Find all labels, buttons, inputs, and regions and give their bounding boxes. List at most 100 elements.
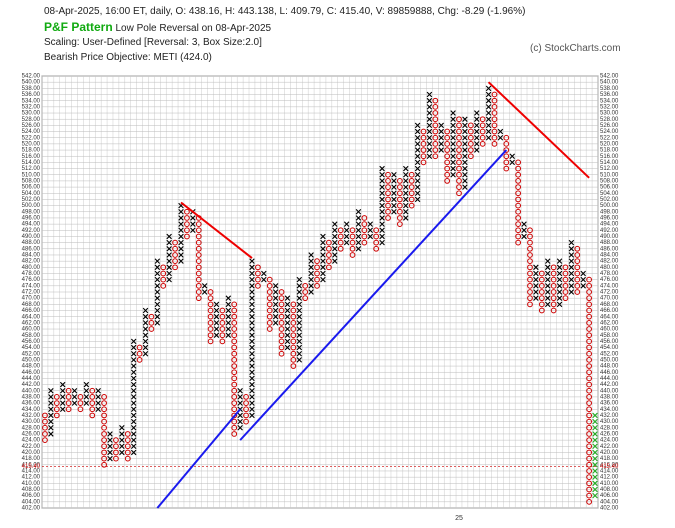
o-box	[562, 289, 569, 295]
o-box	[586, 357, 592, 363]
pnf-column	[326, 239, 332, 271]
pnf-column	[107, 431, 113, 462]
x-box	[142, 350, 149, 357]
pnf-column	[408, 171, 415, 209]
o-box	[586, 295, 592, 302]
x-box	[391, 184, 397, 190]
o-box	[266, 307, 273, 314]
o-box	[172, 264, 178, 271]
x-box	[462, 122, 468, 129]
o-box	[396, 221, 403, 227]
o-box	[314, 264, 320, 271]
o-box	[101, 431, 107, 437]
x-box	[296, 295, 303, 301]
o-box	[574, 282, 581, 289]
x-box	[343, 221, 350, 227]
y-tick-label-right: 518.00	[600, 148, 619, 154]
o-box	[195, 258, 202, 265]
o-box	[574, 289, 581, 295]
o-box	[385, 178, 391, 184]
x-box	[367, 227, 374, 234]
y-tick-label-right: 490.00	[600, 234, 619, 240]
x-box	[473, 116, 480, 122]
x-box	[154, 258, 161, 264]
o-box	[266, 276, 273, 283]
o-box	[432, 110, 439, 116]
y-tick-label-right: 520.00	[600, 141, 619, 147]
x-box	[450, 110, 456, 116]
o-box	[586, 344, 592, 351]
pnf-column	[314, 258, 320, 289]
o-box	[550, 295, 557, 302]
pnf-column	[124, 431, 131, 462]
o-box	[136, 357, 143, 363]
o-box	[207, 301, 214, 308]
x-box	[48, 400, 54, 406]
o-box	[586, 400, 592, 406]
x-box	[556, 270, 563, 277]
x-box	[119, 425, 125, 431]
o-box	[231, 369, 238, 376]
pnf-column	[166, 233, 172, 283]
y-tick-label: 492.00	[22, 228, 41, 234]
y-tick-label-right: 480.00	[600, 265, 619, 271]
y-tick-label: 538.00	[22, 86, 41, 92]
o-box	[219, 319, 226, 326]
o-box	[467, 141, 474, 147]
o-box	[408, 178, 415, 184]
o-box	[586, 289, 592, 295]
o-box	[53, 394, 60, 400]
o-box	[586, 313, 592, 320]
x-box	[130, 369, 137, 375]
pnf-column	[456, 116, 462, 197]
o-box	[195, 270, 202, 277]
y-tick-label: 454.00	[22, 345, 41, 351]
y-tick-label: 532.00	[22, 104, 41, 110]
o-box	[278, 350, 285, 357]
o-box	[231, 418, 238, 425]
o-box	[550, 301, 557, 308]
x-box	[237, 425, 243, 431]
x-box	[355, 246, 362, 252]
x-box	[568, 283, 575, 289]
pnf-column	[243, 394, 249, 425]
quote-info: 08-Apr-2025, 16:00 ET, daily, O: 438.16,…	[44, 6, 526, 17]
y-tick-label: 490.00	[22, 234, 41, 240]
o-box	[562, 276, 569, 283]
x-box	[225, 326, 232, 332]
o-box	[527, 295, 533, 302]
o-box	[290, 363, 297, 369]
x-box	[272, 313, 279, 320]
y-tick-label: 424.00	[22, 438, 41, 444]
o-box	[278, 326, 285, 332]
o-box	[515, 221, 522, 227]
o-box	[302, 282, 309, 289]
y-tick-label-right: 508.00	[600, 178, 619, 184]
x-box	[438, 122, 445, 129]
x-box	[391, 171, 397, 178]
o-box	[586, 319, 592, 326]
x-box	[308, 270, 314, 277]
x-box	[462, 134, 468, 141]
x-box	[130, 449, 137, 456]
o-box	[231, 301, 238, 308]
pnf-column	[509, 153, 515, 166]
o-box	[101, 437, 107, 443]
x-box	[497, 128, 504, 135]
x-box	[403, 202, 409, 209]
o-box	[432, 122, 439, 129]
y-tick-label: 522.00	[22, 135, 41, 141]
x-box	[48, 418, 54, 425]
x-box	[568, 239, 575, 246]
o-box	[243, 418, 249, 425]
x-box	[296, 289, 303, 295]
y-tick-label: 422.00	[22, 444, 41, 450]
y-tick-label: 498.00	[22, 209, 41, 215]
o-box	[42, 412, 48, 419]
o-box	[432, 134, 439, 141]
y-tick-label: 416.00	[22, 462, 41, 468]
x-box	[308, 252, 314, 258]
pnf-column	[207, 289, 214, 345]
x-box	[284, 301, 291, 308]
x-box	[225, 295, 232, 301]
